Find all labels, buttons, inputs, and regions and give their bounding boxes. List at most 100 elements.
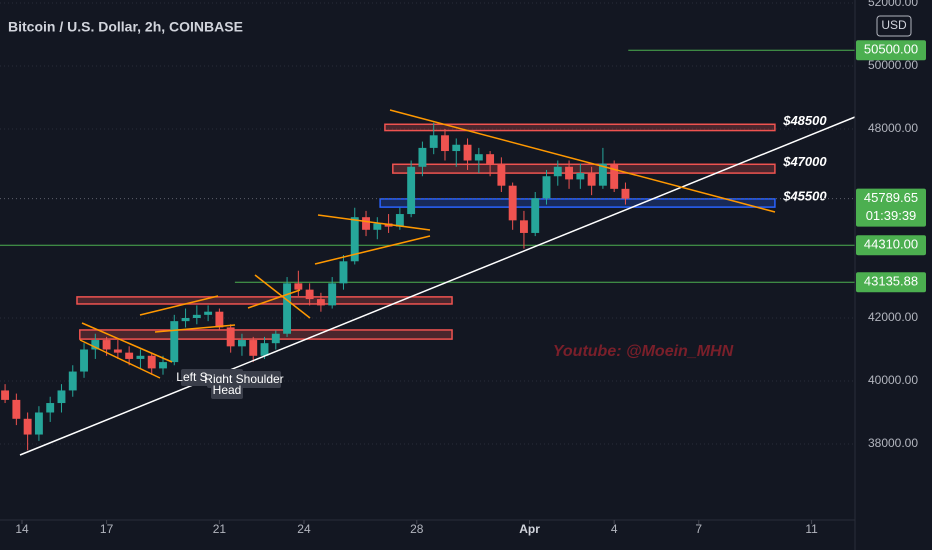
candle-body bbox=[621, 188, 630, 199]
x-tick-label: 11 bbox=[805, 522, 818, 536]
candle-body bbox=[328, 283, 337, 306]
candle-body bbox=[260, 343, 269, 356]
candle-body bbox=[91, 340, 100, 350]
trend-line bbox=[154, 324, 236, 333]
candle-body bbox=[519, 220, 528, 233]
candle-body bbox=[565, 166, 574, 180]
candle-body bbox=[531, 198, 540, 233]
candle-body bbox=[125, 352, 134, 359]
candle-body bbox=[497, 163, 506, 186]
zone-label: $47000 bbox=[782, 154, 827, 169]
candle-body bbox=[407, 166, 416, 215]
candle-body bbox=[542, 176, 551, 199]
candle-body bbox=[508, 185, 517, 221]
candle-body bbox=[294, 283, 303, 290]
drawings bbox=[19, 109, 856, 456]
candle-body bbox=[113, 349, 122, 353]
candle-body bbox=[192, 314, 201, 318]
trend-line bbox=[139, 295, 219, 316]
candle-body bbox=[373, 223, 382, 230]
chart-title: Bitcoin / U.S. Dollar, 2h, COINBASE bbox=[8, 19, 243, 35]
levels: 50500.00 44310.00 43135.88 45789.65 01:39:39 bbox=[0, 40, 926, 293]
x-tick-label: 7 bbox=[695, 522, 702, 536]
candle-body bbox=[486, 154, 495, 164]
trend-line bbox=[314, 235, 431, 265]
candle-body bbox=[34, 412, 43, 435]
candle-body bbox=[283, 283, 292, 334]
annotation: Head bbox=[213, 383, 242, 397]
candle-body bbox=[576, 173, 585, 180]
candle-body bbox=[181, 317, 190, 322]
y-tick-label: 42000.00 bbox=[868, 310, 918, 324]
candle-body bbox=[1, 390, 10, 400]
pattern-labels: Left Shoulder Right Shoulder Head bbox=[176, 369, 284, 399]
x-tick-label: Apr bbox=[519, 522, 540, 536]
price-badge bbox=[856, 235, 926, 256]
candle-body bbox=[429, 135, 438, 148]
annotation-box bbox=[211, 383, 243, 399]
zone bbox=[79, 329, 453, 340]
zones: $48500 $47000 $45500 bbox=[76, 113, 827, 340]
price-badge-label: 43135.88 bbox=[864, 274, 918, 289]
grid bbox=[0, 2, 855, 445]
price-badge-label: 44310.00 bbox=[864, 237, 918, 252]
trend-line bbox=[247, 289, 301, 309]
trend-line bbox=[317, 214, 431, 231]
trend-line bbox=[79, 339, 161, 379]
x-tick-label: 14 bbox=[15, 522, 29, 536]
price-badge-label: 45789.65 bbox=[864, 190, 918, 205]
annotation: Right Shoulder bbox=[204, 372, 283, 386]
candle-body bbox=[170, 321, 179, 363]
candle-body bbox=[305, 289, 314, 300]
candle-body bbox=[204, 311, 213, 315]
candle-body bbox=[238, 340, 246, 347]
candle-body bbox=[339, 261, 348, 284]
y-tick-label: 38000.00 bbox=[868, 436, 918, 450]
candle-body bbox=[316, 299, 325, 306]
watermark: Youtube: @Moein_MHN bbox=[553, 343, 734, 360]
zone-label: $45500 bbox=[782, 188, 827, 203]
x-tick-label: 28 bbox=[410, 522, 424, 536]
y-tick-label: 48000.00 bbox=[868, 121, 918, 135]
zone bbox=[392, 163, 776, 174]
candle-body bbox=[57, 390, 66, 404]
candle-body bbox=[46, 403, 55, 413]
price-badge bbox=[856, 40, 926, 61]
candle-body bbox=[587, 173, 596, 186]
x-tick-label: 24 bbox=[297, 522, 311, 536]
candle-body bbox=[474, 154, 483, 161]
candle-body bbox=[463, 144, 472, 161]
candle-body bbox=[418, 147, 427, 167]
trend-line bbox=[81, 322, 173, 363]
candles bbox=[1, 122, 630, 451]
zone bbox=[379, 198, 776, 208]
zone-label: $48500 bbox=[782, 113, 827, 128]
price-badge bbox=[856, 188, 926, 227]
candle-body bbox=[226, 327, 235, 347]
currency-box[interactable] bbox=[876, 15, 912, 37]
zone bbox=[384, 123, 776, 132]
candle-body bbox=[249, 340, 258, 356]
x-tick-label: 21 bbox=[213, 522, 227, 536]
y-tick-label: 50000.00 bbox=[868, 58, 918, 72]
candle-body bbox=[553, 166, 562, 177]
candle-body bbox=[215, 311, 224, 328]
candle-body bbox=[12, 399, 21, 419]
candle-body bbox=[452, 144, 461, 152]
candle-body bbox=[598, 163, 607, 186]
candle-body bbox=[610, 163, 619, 189]
candle-body bbox=[68, 371, 77, 391]
countdown: 01:39:39 bbox=[866, 208, 917, 223]
candle-body bbox=[395, 214, 404, 227]
zone bbox=[76, 296, 453, 305]
candle-body bbox=[159, 362, 167, 369]
candle-body bbox=[271, 333, 280, 344]
candle-body bbox=[80, 349, 88, 372]
y-tick-label: 52000.00 bbox=[868, 0, 918, 9]
price-badge-label: 50500.00 bbox=[864, 42, 918, 57]
trend-line bbox=[19, 116, 856, 456]
candle-body bbox=[441, 135, 449, 152]
candle-body bbox=[147, 355, 156, 369]
